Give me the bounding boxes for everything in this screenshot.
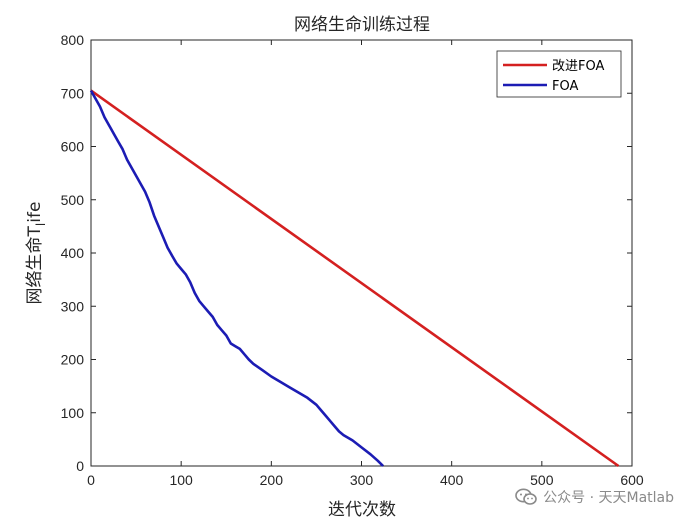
legend-label-2: FOA	[552, 79, 578, 94]
legend-label-1: 改进FOA	[552, 59, 604, 74]
plot-area	[90, 39, 633, 467]
series-line-1	[90, 89, 620, 468]
y-axis-label-subscript: l	[34, 223, 48, 226]
y-axis-label-suffix: ife	[25, 202, 45, 223]
plot-frame	[90, 39, 633, 467]
x-tick-label: 600	[620, 472, 644, 488]
y-tick-label: 0	[76, 458, 84, 474]
chart-title: 网络生命训练过程	[294, 15, 430, 35]
legend: 改进FOA FOA	[496, 50, 622, 98]
y-tick-label: 400	[61, 245, 85, 261]
series-layer	[89, 89, 620, 468]
wechat-icon	[515, 488, 537, 505]
x-tick-label: 0	[87, 472, 95, 488]
series-line-2	[89, 89, 385, 467]
x-axis-label: 迭代次数	[328, 500, 396, 520]
x-tick-label: 400	[440, 472, 464, 488]
y-tick-label: 200	[61, 352, 85, 368]
legend-box	[496, 50, 622, 98]
y-tick-label: 100	[61, 405, 85, 421]
y-axis-label: 网络生命Tlife	[25, 202, 48, 305]
y-tick-label: 700	[61, 85, 85, 101]
y-tick-label: 300	[61, 298, 85, 314]
x-tick-label: 100	[169, 472, 193, 488]
y-tick-label: 500	[61, 192, 85, 208]
watermark-text: 公众号 · 天天Matlab	[543, 490, 674, 506]
axes: 0 100 200 300 400 500 600 0 100 200 300 400 500 600 70…	[61, 32, 644, 488]
x-tick-label: 200	[260, 472, 284, 488]
x-tick-label: 300	[350, 472, 374, 488]
x-tick-label: 500	[530, 472, 554, 488]
watermark: 公众号 · 天天Matlab	[511, 485, 678, 509]
y-tick-label: 800	[61, 32, 85, 48]
y-axis-label-main: 网络生命T	[25, 225, 45, 304]
y-tick-label: 600	[61, 139, 85, 155]
